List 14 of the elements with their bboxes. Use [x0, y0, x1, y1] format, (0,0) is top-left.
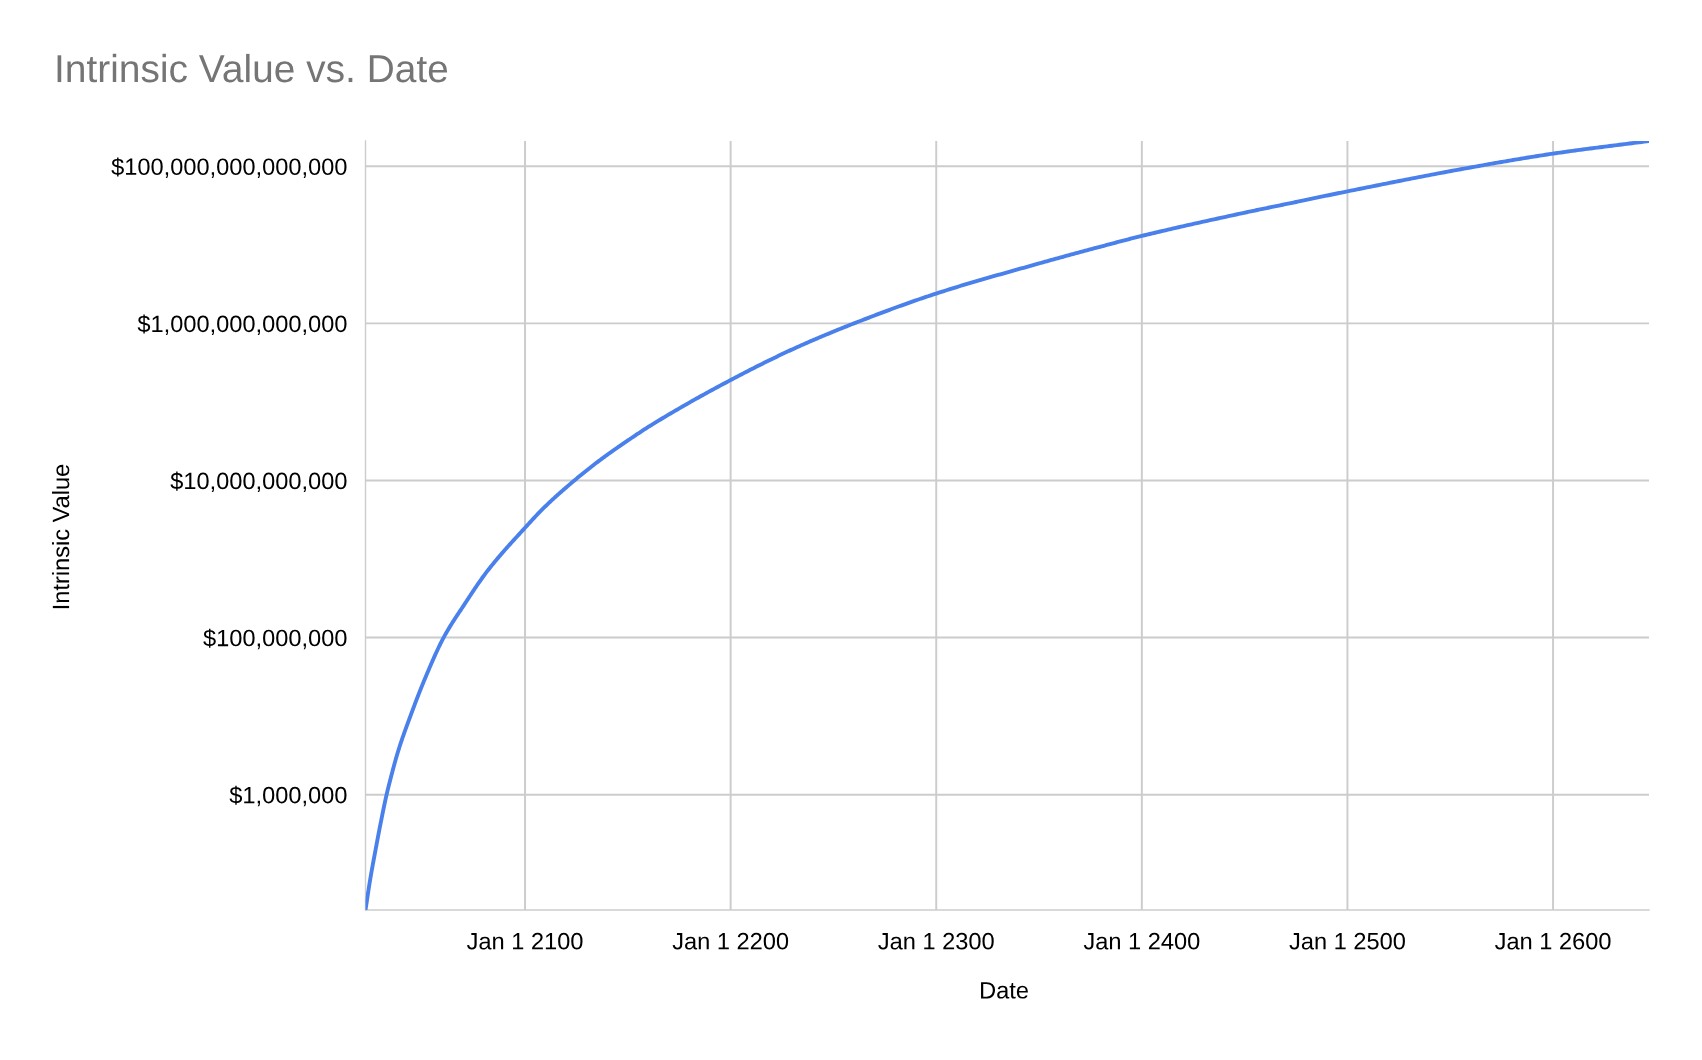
y-tick-label: $100,000,000	[203, 628, 347, 650]
x-tick-label: Jan 1 2200	[672, 932, 789, 950]
y-tick-label: $100,000,000,000,000	[111, 157, 347, 178]
x-tick-label: Jan 1 2600	[1495, 932, 1611, 950]
x-tick-label: Jan 1 2500	[1289, 932, 1405, 950]
y-tick-label: $1,000,000	[229, 785, 347, 807]
y-tick-label: $1,000,000,000,000	[137, 314, 347, 335]
chart-title: Intrinsic Value vs. Date	[57, 53, 448, 83]
x-tick-label: Jan 1 2300	[878, 932, 994, 950]
y-tick-label: $10,000,000,000	[170, 471, 347, 493]
x-tick-label: Jan 1 2400	[1083, 932, 1200, 950]
x-tick-label: Jan 1 2100	[466, 932, 583, 950]
y-axis-title: Intrinsic Value	[51, 464, 70, 609]
x-axis-title: Date	[981, 982, 1028, 999]
